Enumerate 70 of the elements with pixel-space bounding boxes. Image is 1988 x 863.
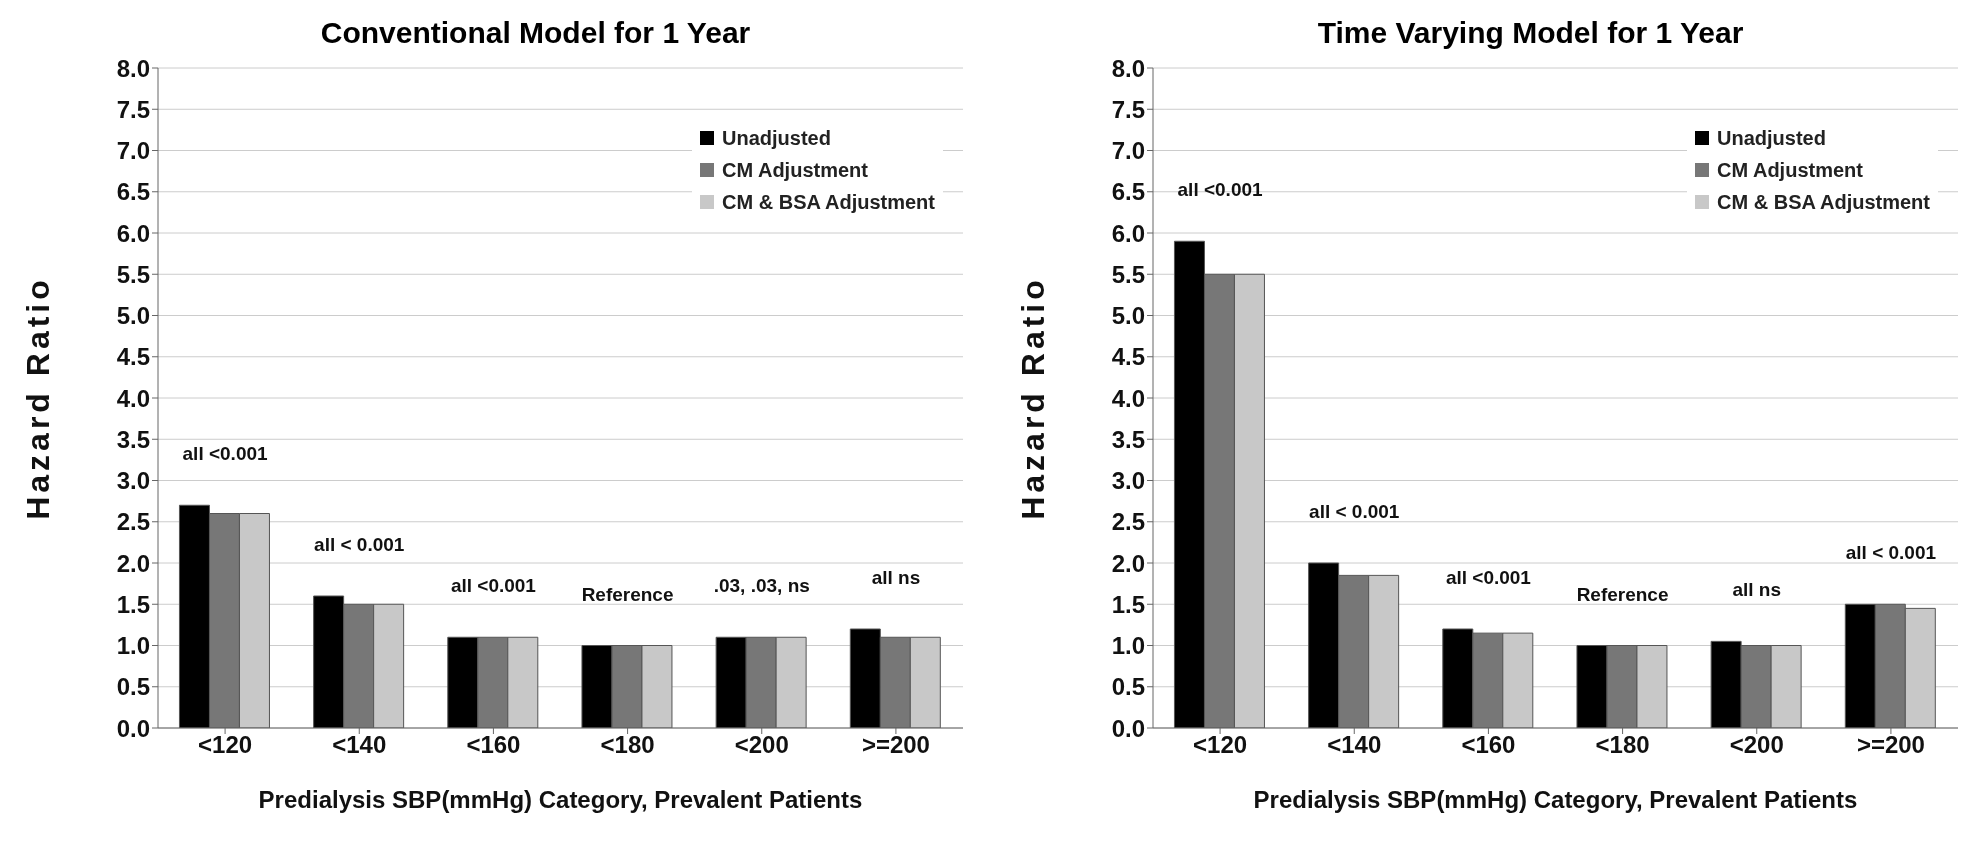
legend-label: Unadjusted <box>722 126 831 151</box>
x-tick-label: <140 <box>1327 731 1382 759</box>
y-tick-label: 1.0 <box>116 632 150 660</box>
y-axis-title: Hazard Ratio <box>20 276 57 520</box>
annotation: all < 0.001 <box>1309 501 1400 522</box>
x-tick-label: <140 <box>332 731 387 759</box>
x-tick-label: >=200 <box>1856 731 1925 759</box>
y-tick-label: 1.5 <box>116 590 150 618</box>
annotation: all ns <box>1732 579 1782 601</box>
y-tick-label: 0.5 <box>1111 673 1145 701</box>
y-tick-label: 8.0 <box>116 54 150 82</box>
x-tick-label: <120 <box>198 731 253 759</box>
x-tick-label: >=200 <box>861 731 930 759</box>
annotation: all <0.001 <box>182 443 269 465</box>
x-tick-label: <200 <box>734 731 789 759</box>
y-tick-label: 6.5 <box>1111 178 1145 206</box>
y-tick-label: 4.0 <box>116 384 150 412</box>
y-tick-label: 0.0 <box>1111 714 1145 742</box>
y-tick-label: 0.5 <box>116 673 150 701</box>
y-tick-label: 4.5 <box>1111 343 1145 371</box>
y-tick-label: 4.0 <box>1111 384 1145 412</box>
annotation: Reference <box>581 583 674 605</box>
x-tick-label: <120 <box>1193 731 1248 759</box>
y-tick-label: 6.0 <box>1111 219 1145 247</box>
chart-title: Conventional Model for 1 Year <box>320 16 751 49</box>
y-tick-label: 1.5 <box>1111 590 1145 618</box>
x-tick-label: <160 <box>1461 731 1516 759</box>
y-tick-label: 3.0 <box>116 467 150 495</box>
chart-title: Time Varying Model for 1 Year <box>1317 16 1744 49</box>
annotation: Reference <box>1576 583 1669 605</box>
legend-label: CM Adjustment <box>722 158 868 183</box>
annotation: all <0.001 <box>450 575 537 597</box>
y-tick-label: 5.0 <box>1111 302 1145 330</box>
y-tick-label: 6.0 <box>116 219 150 247</box>
annotation: all < 0.001 <box>314 534 405 555</box>
y-tick-label: 5.5 <box>1111 260 1145 288</box>
y-tick-label: 3.5 <box>1111 425 1145 453</box>
legend-label: CM & BSA Adjustment <box>1717 190 1930 215</box>
annotation: all <0.001 <box>1177 179 1264 201</box>
legend-label: Unadjusted <box>1717 126 1826 151</box>
x-tick-label: <180 <box>1595 731 1650 759</box>
x-tick-label: <180 <box>600 731 655 759</box>
x-axis-title: Predialysis SBP(mmHg) Category, Prevalent Patients <box>1253 786 1858 813</box>
y-tick-label: 5.5 <box>116 260 150 288</box>
annotation: all <0.001 <box>1445 567 1532 588</box>
annotation: all < 0.001 <box>1845 542 1937 564</box>
legend-label: CM Adjustment <box>1717 158 1863 183</box>
y-tick-label: 7.0 <box>1111 137 1145 165</box>
y-tick-label: 4.5 <box>116 343 150 371</box>
y-tick-label: 3.0 <box>1111 467 1145 495</box>
y-axis-title: Hazard Ratio <box>1015 276 1052 520</box>
x-axis-title: Predialysis SBP(mmHg) Category, Prevalent Patients <box>258 786 863 813</box>
y-tick-label: 7.5 <box>116 95 150 123</box>
annotation: .03, .03, ns <box>713 575 810 597</box>
y-tick-label: 7.5 <box>1111 95 1145 123</box>
y-tick-label: 2.5 <box>1111 508 1145 536</box>
y-tick-label: 8.0 <box>1111 54 1145 82</box>
x-tick-label: <160 <box>466 731 521 759</box>
y-tick-label: 6.5 <box>116 178 150 206</box>
x-tick-label: <200 <box>1729 731 1784 759</box>
y-tick-label: 2.0 <box>116 549 150 577</box>
annotation: all ns <box>871 567 921 588</box>
y-tick-label: 0.0 <box>116 714 150 742</box>
y-tick-label: 7.0 <box>116 137 150 165</box>
y-tick-label: 2.5 <box>116 508 150 536</box>
y-tick-label: 5.0 <box>116 302 150 330</box>
y-tick-label: 3.5 <box>116 425 150 453</box>
y-tick-label: 1.0 <box>1111 632 1145 660</box>
y-tick-label: 2.0 <box>1111 549 1145 577</box>
legend-label: CM & BSA Adjustment <box>722 190 935 215</box>
